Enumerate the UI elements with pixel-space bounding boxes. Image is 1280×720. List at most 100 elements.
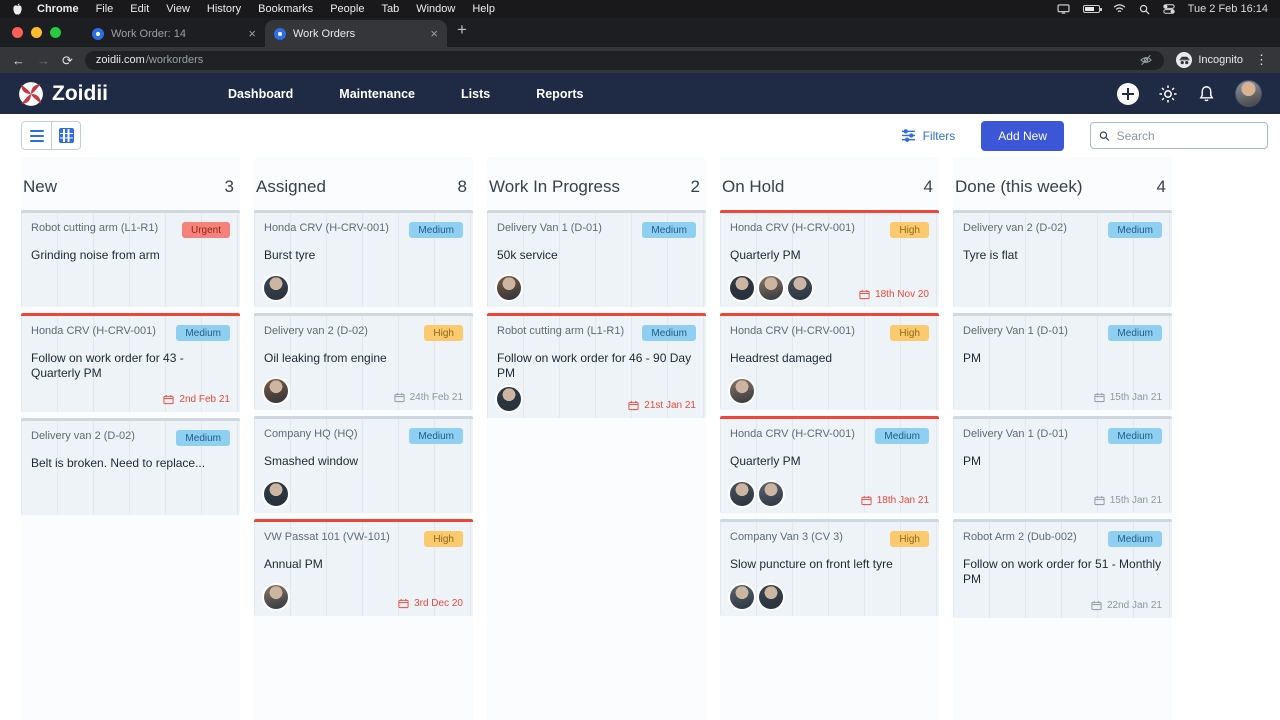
avatar[interactable] bbox=[730, 585, 754, 609]
work-order-card[interactable]: VW Passat 101 (VW-101) High Annual PM 3rd D… bbox=[254, 519, 473, 616]
card-description: 50k service bbox=[497, 248, 558, 262]
work-order-card[interactable]: Delivery van 2 (D-02) Medium Tyre is flat bbox=[953, 210, 1172, 307]
card-header: Company Van 3 (CV 3) High bbox=[730, 531, 929, 547]
work-order-card[interactable]: Robot cutting arm (L1-R1) Medium Follow on… bbox=[487, 313, 706, 418]
work-order-card[interactable]: Honda CRV (H-CRV-001) High Quarterly PM 18t… bbox=[720, 210, 939, 307]
menubar-item[interactable]: Window bbox=[416, 3, 456, 15]
calendar-icon bbox=[398, 598, 409, 609]
work-order-card[interactable]: Honda CRV (H-CRV-001) Medium Burst tyre bbox=[254, 210, 473, 307]
avatar[interactable] bbox=[759, 276, 783, 300]
avatar[interactable] bbox=[264, 482, 288, 506]
nav-item-reports[interactable]: Reports bbox=[536, 86, 584, 101]
card-list: Honda CRV (H-CRV-001) High Quarterly PM 18t… bbox=[720, 210, 939, 616]
url-bar[interactable]: zoidii.com /workorders bbox=[84, 50, 1165, 70]
work-order-card[interactable]: Delivery Van 1 (D-01) Medium 50k service bbox=[487, 210, 706, 307]
work-order-card[interactable]: Honda CRV (H-CRV-001) Medium Follow on wor… bbox=[21, 313, 240, 412]
menubar-item[interactable]: Chrome bbox=[37, 3, 79, 15]
minimize-window-button[interactable] bbox=[31, 27, 42, 38]
nav-item-maintenance[interactable]: Maintenance bbox=[339, 86, 416, 101]
board-view-button[interactable] bbox=[51, 122, 80, 149]
work-order-card[interactable]: Robot cutting arm (L1-R1) Urgent Grinding … bbox=[21, 210, 240, 307]
avatar[interactable] bbox=[759, 585, 783, 609]
card-list: Honda CRV (H-CRV-001) Medium Burst tyre Del… bbox=[254, 210, 473, 616]
avatar[interactable] bbox=[730, 276, 754, 300]
card-footer bbox=[264, 476, 463, 506]
menubar-clock[interactable]: Tue 2 Feb 16:14 bbox=[1187, 3, 1268, 15]
work-order-card[interactable]: Delivery Van 1 (D-01) Medium PM 15th Jan 21 bbox=[953, 416, 1172, 513]
avatar[interactable] bbox=[730, 379, 754, 403]
due-date-text: 22nd Jan 21 bbox=[1106, 600, 1162, 611]
list-view-button[interactable] bbox=[22, 122, 51, 149]
avatar[interactable] bbox=[264, 379, 288, 403]
nav-item-lists[interactable]: Lists bbox=[461, 86, 491, 101]
asset-name: Delivery Van 1 (D-01) bbox=[963, 428, 1068, 440]
nav-item-dashboard[interactable]: Dashboard bbox=[228, 86, 294, 101]
apple-menu-icon[interactable] bbox=[12, 3, 23, 16]
spotlight-search-icon[interactable] bbox=[1139, 4, 1150, 15]
browser-menu-icon[interactable]: ⋮ bbox=[1255, 52, 1268, 67]
card-description: PM bbox=[963, 351, 981, 365]
settings-gear-icon[interactable] bbox=[1158, 84, 1178, 104]
back-button[interactable]: ← bbox=[12, 52, 25, 68]
forward-button[interactable]: → bbox=[37, 52, 50, 68]
search-input[interactable] bbox=[1116, 128, 1259, 143]
due-date-text: 15th Jan 21 bbox=[1109, 495, 1162, 506]
quick-add-button[interactable] bbox=[1117, 82, 1139, 105]
work-order-card[interactable]: Delivery Van 1 (D-01) Medium PM 15th Jan 21 bbox=[953, 313, 1172, 410]
avatar[interactable] bbox=[497, 276, 521, 300]
card-footer: 15th Jan 21 bbox=[963, 482, 1162, 506]
browser-tab[interactable]: Work Order: 14 × bbox=[83, 20, 265, 47]
menubar-item[interactable]: People bbox=[330, 3, 365, 15]
brand-name: Zoidii bbox=[52, 81, 108, 105]
zoom-window-button[interactable] bbox=[50, 27, 61, 38]
avatar[interactable] bbox=[730, 482, 754, 506]
card-description: Follow on work order for 46 - 90 Day PM bbox=[497, 351, 692, 380]
avatar[interactable] bbox=[788, 276, 812, 300]
search-box bbox=[1090, 122, 1268, 149]
control-center-icon[interactable] bbox=[1162, 4, 1175, 14]
due-date: 21st Jan 21 bbox=[628, 400, 696, 411]
priority-badge: Medium bbox=[1108, 428, 1162, 444]
menubar-item[interactable]: View bbox=[166, 3, 190, 15]
menubar-item[interactable]: History bbox=[206, 3, 242, 15]
notifications-bell-icon[interactable] bbox=[1197, 84, 1216, 104]
menubar-item[interactable]: File bbox=[95, 3, 114, 15]
work-order-card[interactable]: Company HQ (HQ) Medium Smashed window bbox=[254, 416, 473, 513]
due-date-text: 24th Feb 21 bbox=[409, 392, 463, 403]
new-tab-button[interactable]: + bbox=[457, 20, 467, 39]
filters-button[interactable]: Filters bbox=[901, 129, 955, 143]
asset-name: Honda CRV (H-CRV-001) bbox=[730, 325, 855, 337]
card-footer: 24th Feb 21 bbox=[264, 373, 463, 403]
work-order-card[interactable]: Honda CRV (H-CRV-001) Medium Quarterly PM 1… bbox=[720, 416, 939, 513]
add-new-button[interactable]: Add New bbox=[981, 120, 1064, 151]
tab-close-icon[interactable]: × bbox=[248, 26, 256, 41]
due-date: 15th Jan 21 bbox=[1094, 392, 1162, 403]
eye-blocked-icon[interactable] bbox=[1139, 54, 1153, 66]
work-order-card[interactable]: Delivery van 2 (D-02) High Oil leaking fro… bbox=[254, 313, 473, 410]
avatar-group bbox=[264, 482, 288, 506]
menubar-item[interactable]: Tab bbox=[381, 3, 400, 15]
avatar[interactable] bbox=[264, 585, 288, 609]
menubar-item[interactable]: Bookmarks bbox=[258, 3, 314, 15]
browser-tab[interactable]: Work Orders × bbox=[265, 20, 447, 47]
card-header: Delivery van 2 (D-02) Medium bbox=[31, 430, 230, 446]
work-order-card[interactable]: Company Van 3 (CV 3) High Slow puncture on… bbox=[720, 519, 939, 616]
app-header-actions bbox=[1117, 80, 1262, 107]
menubar-item[interactable]: Edit bbox=[130, 3, 150, 15]
avatar[interactable] bbox=[759, 482, 783, 506]
wifi-icon[interactable] bbox=[1113, 4, 1126, 14]
work-order-card[interactable]: Robot Arm 2 (Dub-002) Medium Follow on wor… bbox=[953, 519, 1172, 618]
display-icon[interactable] bbox=[1057, 4, 1070, 14]
user-avatar[interactable] bbox=[1235, 80, 1262, 107]
battery-icon[interactable] bbox=[1082, 5, 1102, 13]
reload-button[interactable]: ⟳ bbox=[62, 52, 73, 68]
avatar[interactable] bbox=[497, 387, 521, 411]
work-order-card[interactable]: Delivery van 2 (D-02) Medium Belt is broke… bbox=[21, 418, 240, 515]
tab-close-icon[interactable]: × bbox=[430, 26, 438, 41]
board-toolbar: Filters Add New bbox=[0, 114, 1280, 157]
menubar-item[interactable]: Help bbox=[472, 3, 495, 15]
close-window-button[interactable] bbox=[12, 27, 23, 38]
work-order-card[interactable]: Honda CRV (H-CRV-001) High Headrest damage… bbox=[720, 313, 939, 410]
brand[interactable]: Zoidii bbox=[18, 81, 108, 107]
avatar[interactable] bbox=[264, 276, 288, 300]
